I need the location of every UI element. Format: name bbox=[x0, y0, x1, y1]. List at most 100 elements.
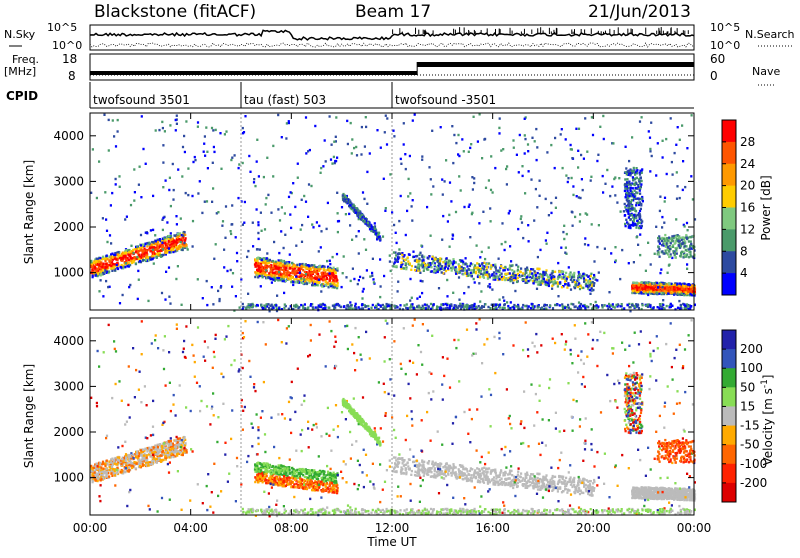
power-noise-pixel bbox=[480, 290, 482, 292]
power-streak-pixel bbox=[638, 178, 640, 180]
power-pixel bbox=[102, 269, 104, 271]
power-pixel bbox=[108, 270, 110, 272]
power-noise-pixel bbox=[562, 231, 564, 233]
power-noise-pixel bbox=[294, 206, 296, 208]
power-patch-pixel bbox=[680, 245, 682, 247]
power-noise-pixel bbox=[639, 120, 641, 122]
power-pixel bbox=[648, 286, 650, 288]
power-noise-pixel bbox=[352, 268, 354, 270]
ground-scatter-pixel bbox=[680, 304, 682, 306]
power-noise-pixel bbox=[242, 127, 244, 129]
power-noise-pixel bbox=[161, 121, 163, 123]
power-pixel bbox=[513, 279, 515, 281]
power-pixel bbox=[332, 279, 334, 281]
ground-scatter-pixel bbox=[284, 303, 286, 305]
power-pixel bbox=[593, 274, 595, 276]
power-noise-pixel bbox=[366, 269, 368, 271]
power-pixel bbox=[104, 257, 106, 259]
ground-scatter-pixel bbox=[367, 305, 369, 307]
power-pixel bbox=[490, 264, 492, 266]
ground-scatter-pixel bbox=[262, 307, 264, 309]
power-noise-pixel bbox=[567, 282, 569, 284]
power-pixel bbox=[255, 262, 257, 264]
power-noise-pixel bbox=[213, 151, 215, 153]
power-pixel bbox=[179, 246, 181, 248]
power-noise-pixel bbox=[506, 301, 508, 303]
power-noise-pixel bbox=[645, 270, 647, 272]
power-patch-pixel bbox=[688, 256, 690, 258]
power-noise-pixel bbox=[234, 154, 236, 156]
power-pixel bbox=[565, 272, 567, 274]
power-noise-pixel bbox=[411, 205, 413, 207]
power-noise-pixel bbox=[639, 233, 641, 235]
power-pixel bbox=[310, 274, 312, 276]
power-noise-pixel bbox=[524, 152, 526, 154]
power-patch-pixel bbox=[690, 243, 692, 245]
power-patch-pixel bbox=[663, 238, 665, 240]
power-pixel bbox=[165, 250, 167, 252]
power-noise-pixel bbox=[664, 200, 666, 202]
power-pixel bbox=[254, 265, 256, 267]
power-pixel bbox=[106, 255, 108, 257]
power-noise-pixel bbox=[106, 241, 108, 243]
noise-tick-left-bottom: 10^0 bbox=[52, 39, 82, 52]
power-pixel bbox=[95, 270, 97, 272]
power-noise-pixel bbox=[421, 280, 423, 282]
power-noise-pixel bbox=[561, 128, 563, 130]
power-pixel bbox=[469, 265, 471, 267]
power-noise-pixel bbox=[397, 290, 399, 292]
power-noise-pixel bbox=[639, 254, 641, 256]
power-noise-pixel bbox=[130, 245, 132, 247]
power-streak-pixel bbox=[628, 216, 630, 218]
power-noise-pixel bbox=[453, 134, 455, 136]
ground-scatter-pixel bbox=[424, 303, 426, 305]
power-patch-pixel bbox=[672, 246, 674, 248]
ground-scatter-pixel bbox=[293, 305, 295, 307]
power-pixel bbox=[488, 262, 490, 264]
power-noise-pixel bbox=[534, 270, 536, 272]
power-noise-pixel bbox=[324, 139, 326, 141]
power-noise-pixel bbox=[300, 228, 302, 230]
power-noise-pixel bbox=[180, 241, 182, 243]
ground-scatter-pixel bbox=[466, 306, 468, 308]
noise-panel: N.Sky 10^5 10^0 10^5 10^0 N.Search bbox=[4, 21, 795, 52]
power-noise-pixel bbox=[449, 246, 451, 248]
power-noise-pixel bbox=[650, 263, 652, 265]
power-pixel bbox=[304, 271, 306, 273]
power-noise-pixel bbox=[292, 284, 294, 286]
power-noise-pixel bbox=[230, 269, 232, 271]
power-pixel bbox=[403, 254, 405, 256]
ground-scatter-pixel bbox=[275, 304, 277, 306]
power-streak-pixel bbox=[626, 173, 628, 175]
power-noise-pixel bbox=[501, 243, 503, 245]
power-noise-pixel bbox=[105, 280, 107, 282]
cpid-segment-label: twofsound 3501 bbox=[93, 93, 190, 107]
power-noise-pixel bbox=[107, 286, 109, 288]
power-pixel bbox=[290, 281, 292, 283]
power-pixel bbox=[458, 268, 460, 270]
power-pixel bbox=[121, 253, 123, 255]
power-patch-pixel bbox=[681, 251, 683, 253]
power-noise-pixel bbox=[204, 155, 206, 157]
power-patch-pixel bbox=[677, 240, 679, 242]
power-noise-pixel bbox=[677, 126, 679, 128]
power-pixel bbox=[632, 290, 634, 292]
power-noise-pixel bbox=[257, 232, 259, 234]
ground-scatter-pixel bbox=[411, 306, 413, 308]
power-pixel bbox=[117, 262, 119, 264]
power-noise-pixel bbox=[589, 293, 591, 295]
power-noise-pixel bbox=[371, 275, 373, 277]
power-noise-pixel bbox=[409, 192, 411, 194]
power-noise-pixel bbox=[347, 143, 349, 145]
power-streak-pixel bbox=[359, 216, 361, 218]
power-noise-pixel bbox=[330, 158, 332, 160]
power-noise-pixel bbox=[329, 263, 331, 265]
power-noise-pixel bbox=[187, 194, 189, 196]
power-pixel bbox=[264, 262, 266, 264]
ground-scatter-pixel bbox=[406, 303, 408, 305]
power-pixel bbox=[319, 268, 321, 270]
power-noise-pixel bbox=[295, 275, 297, 277]
power-noise-pixel bbox=[506, 183, 508, 185]
power-noise-pixel bbox=[620, 210, 622, 212]
ground-scatter-pixel bbox=[562, 305, 564, 307]
